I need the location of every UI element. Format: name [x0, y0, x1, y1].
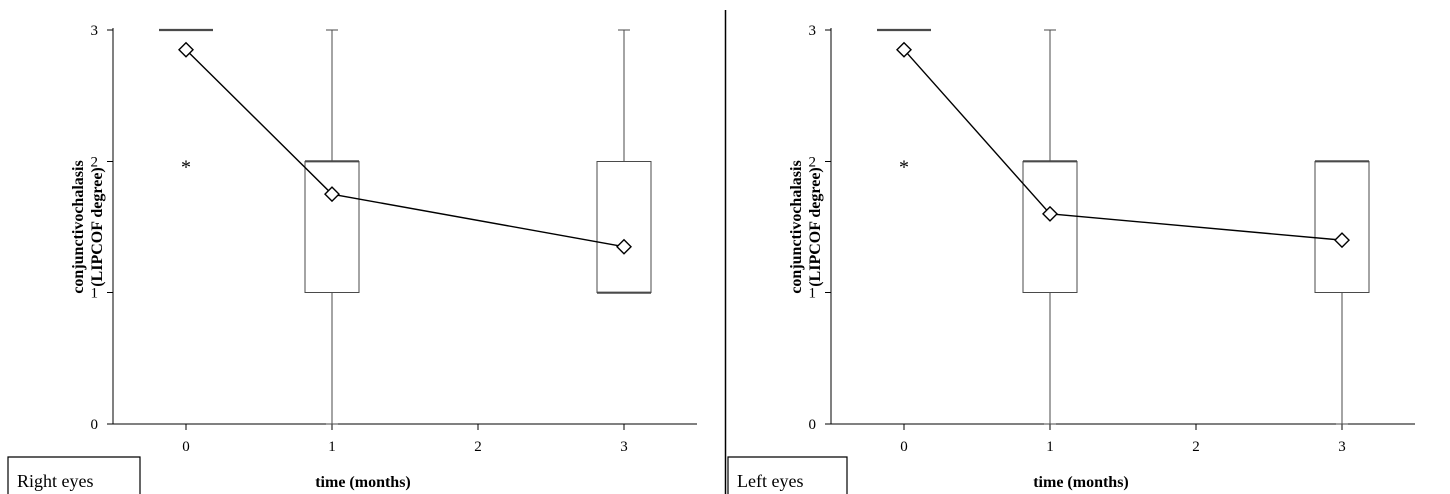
x-tick-label: 3 — [1338, 439, 1346, 455]
outlier-marker: * — [899, 156, 909, 178]
x-tick-label: 2 — [1192, 439, 1200, 455]
x-tick-label: 1 — [328, 439, 336, 455]
box — [1022, 160, 1078, 294]
y-axis-title-line: (LIPCOF degree) — [807, 167, 824, 287]
y-tick-label: 1 — [91, 286, 99, 302]
y-tick-label: 0 — [91, 417, 99, 433]
chart-panel-2: 0 1 2 3 0 1 2 3 time (months) conjunctivochalasis… — [727, 23, 1415, 494]
x-axis-title: time (months) — [315, 474, 411, 491]
box — [1314, 160, 1370, 294]
mean-marker — [616, 238, 632, 255]
outlier-marker: * — [181, 156, 191, 178]
x-tick-label: 1 — [1046, 439, 1054, 455]
mean-marker — [1042, 205, 1058, 222]
box-plot-3 — [596, 29, 652, 294]
panel-label: Right eyes — [17, 471, 94, 491]
panel-label-box: Right eyes — [7, 456, 141, 494]
mean-marker — [324, 186, 340, 203]
x-tick-label: 2 — [474, 439, 482, 455]
box — [596, 160, 652, 294]
y-axis-title-line: (LIPCOF degree) — [89, 167, 106, 287]
mean-marker — [178, 41, 194, 58]
y-tick-label: 0 — [809, 417, 817, 433]
y-axis-title: conjunctivochalasis (LIPCOF degree) — [788, 160, 824, 293]
box-plot-1 — [1022, 29, 1078, 425]
panel-label-box: Left eyes — [727, 456, 848, 494]
x-tick-label: 3 — [620, 439, 628, 455]
x-tick-label: 0 — [182, 439, 190, 455]
mean-marker — [1334, 232, 1350, 249]
x-axis-title: time (months) — [1033, 474, 1129, 491]
chart-panel-1: 0 1 2 3 0 1 2 3 time (months) conjunctivochalasis… — [7, 23, 697, 494]
y-tick-label: 1 — [809, 286, 817, 302]
box-plot-1 — [304, 29, 360, 425]
y-axis-title: conjunctivochalasis (LIPCOF degree) — [70, 160, 106, 293]
mean-marker — [896, 41, 912, 58]
y-tick-label: 3 — [91, 23, 99, 39]
panel-label: Left eyes — [737, 471, 803, 491]
y-axis-title-line: conjunctivochalasis — [788, 160, 805, 293]
x-tick-label: 0 — [900, 439, 908, 455]
y-axis-title-line: conjunctivochalasis — [70, 160, 87, 293]
panel-label-border — [7, 456, 141, 494]
mean-line — [903, 49, 1343, 241]
y-tick-label: 2 — [809, 154, 817, 170]
panel-label-border — [727, 456, 848, 494]
y-tick-label: 2 — [91, 154, 99, 170]
box — [304, 160, 360, 294]
box-plot-3 — [1314, 160, 1370, 425]
y-tick-label: 3 — [809, 23, 817, 39]
mean-line — [185, 49, 625, 248]
